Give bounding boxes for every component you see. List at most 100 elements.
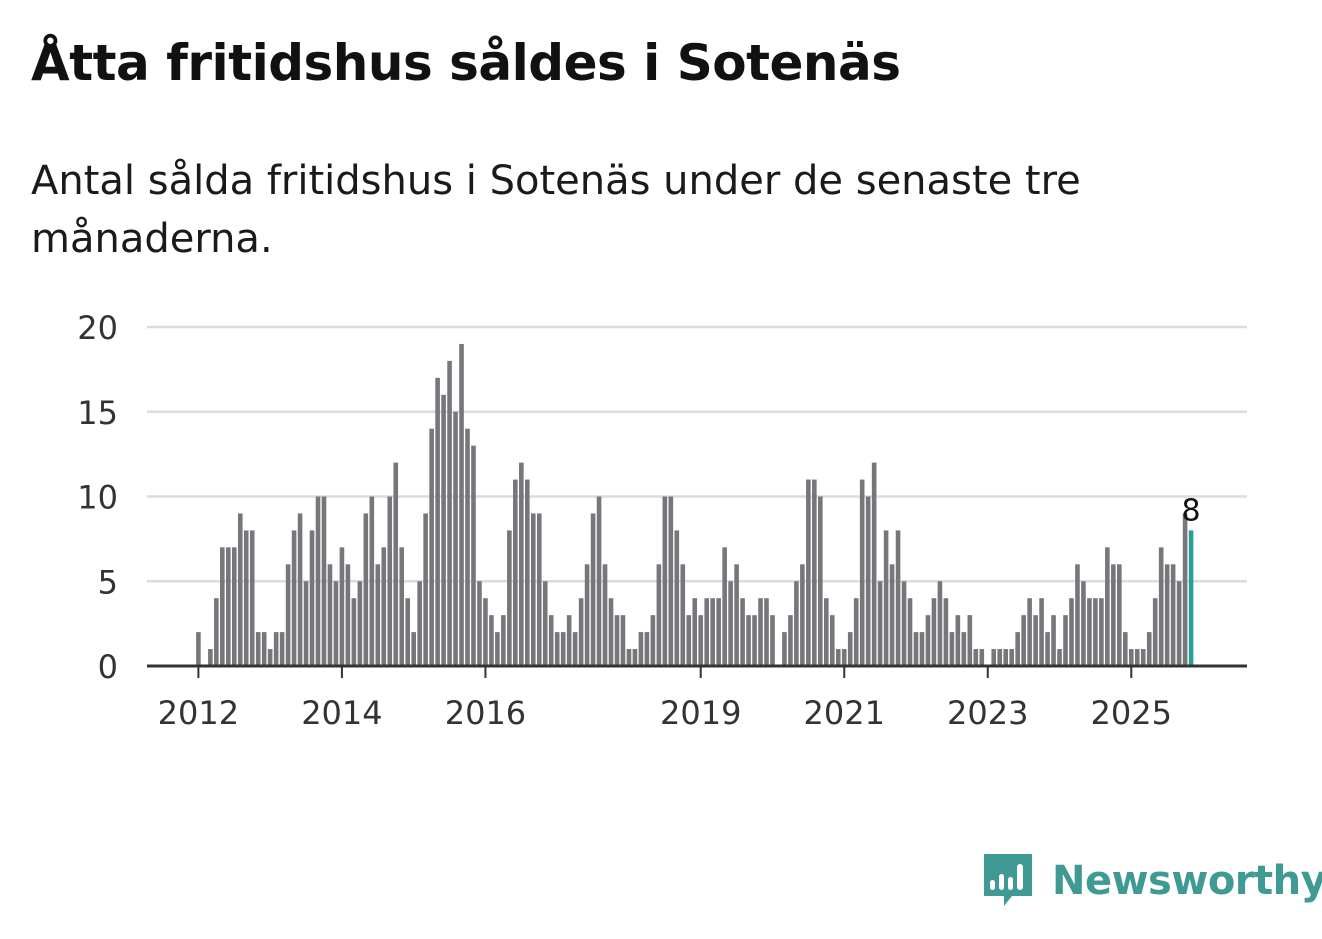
bar: [411, 632, 416, 666]
bar: [800, 564, 805, 666]
bar: [345, 564, 351, 666]
bar: [925, 615, 931, 666]
bar: [997, 649, 1003, 666]
x-tick-label: 2023: [947, 694, 1028, 732]
bar: [1123, 632, 1128, 666]
y-tick-label: 15: [77, 394, 118, 432]
bar: [674, 530, 680, 666]
bar: [614, 615, 620, 666]
bar: [1051, 615, 1056, 666]
bar: [746, 615, 751, 666]
bar: [405, 598, 410, 666]
bar: [387, 496, 393, 666]
bar: [1134, 649, 1140, 666]
bar: [220, 547, 225, 666]
bar: [495, 632, 500, 666]
bar-chart: 0 5 10 15 20 2012 2014 2016 2019 2021 2023 2025 8: [77, 309, 1247, 732]
bar: [357, 581, 363, 666]
bar: [895, 530, 901, 666]
bar: [596, 496, 602, 666]
bar: [865, 496, 871, 666]
bar: [530, 513, 536, 666]
bar: [542, 581, 548, 666]
newsworthy-logo[interactable]: Newsworthy: [980, 850, 1322, 912]
bar: [949, 632, 955, 666]
bar: [1015, 632, 1020, 666]
bar: [1039, 598, 1044, 666]
bar: [548, 615, 554, 666]
bar: [285, 564, 291, 666]
bar: [536, 513, 542, 666]
bar: [1057, 649, 1062, 666]
y-tick-label: 0: [98, 648, 118, 686]
x-tick-label: 2012: [158, 694, 239, 732]
bar: [351, 598, 357, 666]
bar: [716, 598, 721, 666]
bar: [877, 581, 883, 666]
bar: [991, 649, 997, 666]
bar: [1111, 564, 1116, 666]
bar: [1176, 581, 1182, 666]
bar: [554, 632, 560, 666]
bar: [363, 513, 369, 666]
bar: [770, 615, 775, 666]
bar: [931, 598, 937, 666]
bar: [261, 632, 267, 666]
bar: [859, 479, 865, 666]
chart-title: Åtta fritidshus såldes i Sotenäs: [31, 34, 901, 92]
bar: [1021, 615, 1026, 666]
x-tick-label: 2014: [301, 694, 382, 732]
bar: [525, 479, 530, 666]
bar: [489, 615, 494, 666]
bar: [208, 649, 213, 666]
x-tick-label: 2016: [445, 694, 526, 732]
bar: [291, 530, 297, 666]
bar: [662, 496, 668, 666]
bar: [1188, 530, 1194, 666]
bar: [231, 547, 237, 666]
bar: [841, 649, 847, 666]
bar: [871, 462, 877, 666]
bar: [1033, 615, 1038, 666]
bar: [752, 615, 757, 666]
bar: [638, 632, 644, 666]
bar: [913, 632, 919, 666]
bar: [680, 564, 686, 666]
newsworthy-logo-icon: [984, 854, 1032, 906]
bar: [1105, 547, 1110, 666]
bar: [632, 649, 638, 666]
x-tick-label: 2025: [1091, 694, 1172, 732]
brand-name: Newsworthy: [1052, 858, 1322, 904]
bar: [740, 598, 745, 666]
bar: [1164, 564, 1170, 666]
bar: [507, 530, 512, 666]
bar: [734, 564, 739, 666]
bar: [758, 598, 763, 666]
bar: [794, 581, 799, 666]
x-tick-label: 2021: [804, 694, 885, 732]
bar: [812, 479, 817, 666]
bar: [847, 632, 853, 666]
bar: [889, 564, 895, 666]
x-tick-label: 2019: [660, 694, 741, 732]
bar: [1027, 598, 1032, 666]
bar: [279, 632, 285, 666]
bar: [399, 547, 405, 666]
bar: [1158, 547, 1164, 666]
bar: [704, 598, 709, 666]
bar: [1069, 598, 1074, 666]
bar: [967, 615, 973, 666]
bar: [303, 581, 309, 666]
bar: [961, 632, 967, 666]
bar: [1087, 598, 1092, 666]
tick-labels: 0 5 10 15 20 2012 2014 2016 2019 2021 2023 2025 8: [77, 309, 1200, 732]
bar: [214, 598, 219, 666]
bar: [477, 581, 482, 666]
bar: [1146, 632, 1152, 666]
bar: [853, 598, 859, 666]
bar: [650, 615, 656, 666]
bar: [692, 598, 698, 666]
bar: [943, 598, 949, 666]
bar: [608, 598, 614, 666]
bar: [1182, 513, 1188, 666]
